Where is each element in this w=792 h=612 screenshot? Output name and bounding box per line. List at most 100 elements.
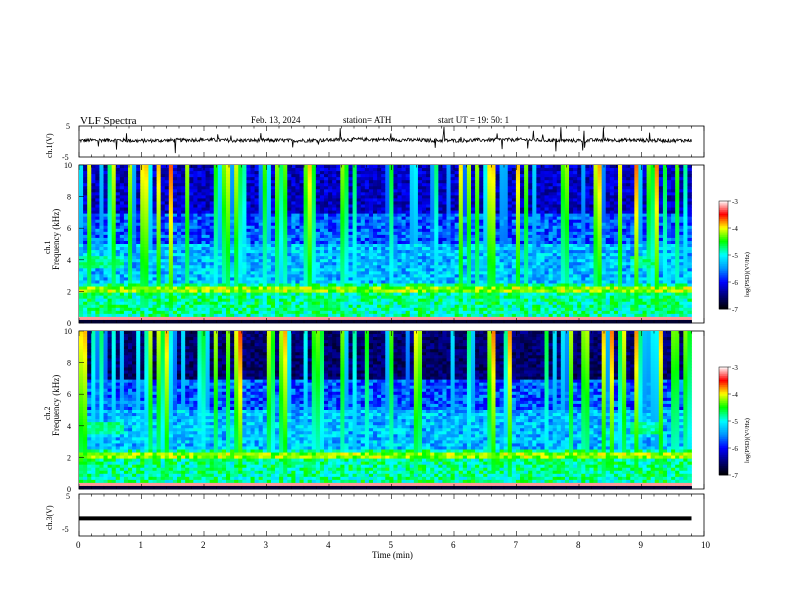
- spectrogram-cell: [262, 174, 268, 178]
- spectrogram-cell: [319, 247, 325, 251]
- spectrogram-cell: [181, 222, 186, 227]
- spectrogram-cell: [385, 207, 390, 211]
- spectrogram-cell: [446, 231, 451, 236]
- spectrogram-cell: [205, 250, 211, 254]
- spectrogram-cell: [401, 228, 407, 233]
- spectrogram-cell: [160, 189, 166, 193]
- spectrogram-cell: [307, 222, 313, 227]
- spectrogram-cell: [462, 207, 468, 211]
- spectrogram-cell: [426, 177, 431, 181]
- spectrogram-cell: [495, 244, 500, 248]
- spectrogram-cell: [405, 210, 411, 215]
- spectrogram-cell: [548, 256, 554, 260]
- spectrogram-cell: [654, 219, 660, 224]
- spectrogram-cell: [83, 262, 88, 266]
- spectrogram-cell: [275, 204, 280, 208]
- spectrogram-cell: [340, 234, 345, 239]
- spectrogram-cell: [479, 177, 484, 181]
- spectrogram-cell: [213, 225, 219, 230]
- spectrogram-cell: [377, 216, 382, 221]
- spectrogram-cell: [168, 180, 174, 184]
- spectrogram-cell: [642, 228, 647, 233]
- spectrogram-cell: [172, 192, 178, 196]
- spectrogram-cell: [532, 192, 537, 196]
- spectrogram-cell: [103, 186, 108, 190]
- spectrogram-cell: [622, 247, 627, 251]
- spectrogram-cell: [491, 247, 496, 251]
- spectrogram-cell: [646, 219, 652, 224]
- spectrogram-cell: [144, 256, 149, 260]
- spectrogram-cell: [148, 204, 153, 208]
- spectrogram-cell: [642, 250, 647, 254]
- spectrogram-cell: [532, 231, 537, 236]
- spectrogram-cell: [291, 244, 296, 248]
- spectrogram-cell: [413, 165, 419, 169]
- spectrogram-cell: [299, 180, 304, 184]
- spectrogram-cell: [622, 259, 627, 263]
- spectrogram-cell: [164, 165, 170, 169]
- spectrogram-cell: [250, 177, 255, 181]
- spectrogram-cell: [319, 174, 325, 178]
- spectrogram-cell: [242, 262, 247, 266]
- spectrogram-cell: [548, 177, 554, 181]
- spectrogram-cell: [671, 253, 676, 257]
- spectrogram-cell: [319, 186, 325, 190]
- spectrogram-cell: [279, 174, 284, 178]
- spectrogram-cell: [487, 180, 492, 184]
- spectrogram-cell: [560, 250, 566, 254]
- spectrogram-cell: [172, 165, 178, 169]
- spectrogram-cell: [544, 231, 549, 236]
- spectrogram-cell: [548, 240, 554, 245]
- spectrogram-cell: [152, 189, 157, 193]
- spectrogram-cell: [148, 183, 153, 187]
- ch1-ytick-top: 5: [66, 122, 70, 131]
- spectrogram-cell: [164, 256, 170, 260]
- spectrogram-cell: [466, 216, 472, 221]
- spectrogram-cell: [548, 222, 554, 227]
- spectrogram-cell: [613, 192, 619, 196]
- spectrogram-cell: [630, 201, 635, 205]
- spectrogram-cell: [103, 250, 108, 254]
- spectrogram-cell: [671, 237, 676, 242]
- spectrogram-cell: [287, 213, 292, 218]
- spectrogram-cell: [658, 183, 664, 187]
- spectrogram-cell: [177, 240, 182, 245]
- spectrogram-cell: [524, 177, 529, 181]
- spectrogram-cell: [638, 168, 643, 172]
- spectrogram-cell: [381, 195, 386, 199]
- spectrogram-cell: [540, 228, 545, 233]
- spectrogram-cell: [348, 186, 353, 190]
- spectrogram-cell: [417, 228, 423, 233]
- spectrogram-cell: [283, 195, 288, 199]
- spectrogram-cell: [466, 210, 472, 215]
- spectrogram-cell: [450, 213, 456, 218]
- spectrogram-cell: [646, 244, 652, 248]
- spectrogram-cell: [270, 253, 276, 257]
- spectrogram-cell: [377, 198, 382, 202]
- spectrogram-cell: [352, 256, 358, 260]
- spectrogram-cell: [99, 234, 104, 239]
- spectrogram-cell: [401, 204, 407, 208]
- spectrogram-cell: [368, 247, 374, 251]
- spectrogram-cell: [675, 234, 680, 239]
- spectrogram-cell: [687, 186, 692, 190]
- spectrogram-cell: [446, 189, 451, 193]
- spectrogram-cell: [466, 177, 472, 181]
- spectrogram-cell: [205, 210, 211, 215]
- spectrogram-cell: [324, 253, 329, 257]
- spectrogram-cell: [446, 165, 451, 169]
- spectrogram-cell: [205, 213, 211, 218]
- spectrogram-cell: [283, 174, 288, 178]
- spectrogram-cell: [413, 259, 419, 263]
- spectrogram-cell: [246, 201, 251, 205]
- spectrogram-cell: [299, 259, 304, 263]
- spectrogram-cell: [152, 195, 157, 199]
- spectrogram-cell: [356, 240, 362, 245]
- spectrogram-cell: [630, 183, 635, 187]
- spectrogram-cell: [234, 253, 239, 257]
- spectrogram-cell: [95, 171, 100, 175]
- spectrogram-cell: [91, 216, 96, 221]
- spectrogram-cell: [185, 256, 190, 260]
- spectrogram-cell: [426, 189, 431, 193]
- spectrogram-cell: [581, 174, 586, 178]
